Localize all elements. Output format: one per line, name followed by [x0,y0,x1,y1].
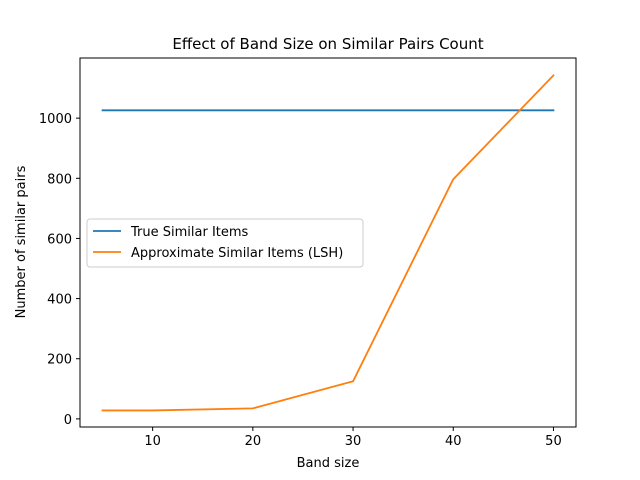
chart-title: Effect of Band Size on Similar Pairs Cou… [172,35,483,53]
y-tick-label: 0 [64,413,72,428]
y-axis: 0 200 400 600 800 1000 [39,112,80,428]
y-tick-label: 200 [47,353,72,368]
legend-box [86,218,364,268]
y-axis-label: Number of similar pairs [14,165,29,318]
legend-label-true-similar-items: True Similar Items [130,225,249,240]
y-tick-label: 600 [47,232,72,247]
series-line-approximate-similar-items [101,74,555,412]
x-tick-label: 30 [345,434,362,449]
x-tick-label: 10 [144,434,161,449]
x-axis-label: Band size [297,456,360,471]
y-tick-label: 1000 [39,112,72,127]
legend: True Similar Items Approximate Similar I… [86,218,364,268]
series-layer [101,74,555,412]
x-tick-label: 20 [245,434,262,449]
plot-frame [79,57,577,428]
legend-label-approximate-similar-items: Approximate Similar Items (LSH) [131,246,343,261]
x-axis: 10 20 30 40 50 [144,427,562,449]
y-tick-label: 400 [47,293,72,308]
x-tick-label: 40 [445,434,462,449]
y-tick-label: 800 [47,172,72,187]
x-tick-label: 50 [545,434,562,449]
